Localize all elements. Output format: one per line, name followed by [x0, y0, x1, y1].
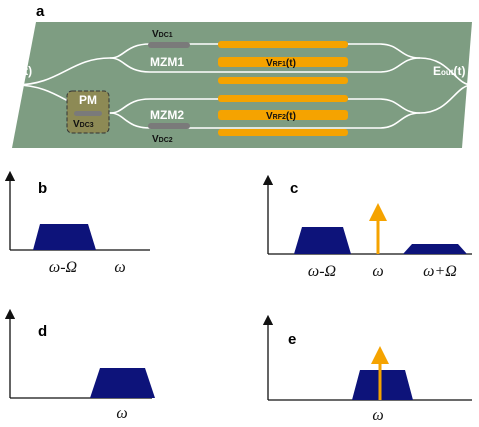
spectrum — [403, 244, 467, 254]
text-part: (t) — [20, 64, 32, 78]
x-label: ω-Ω — [308, 263, 336, 280]
input-label: Ein(t) — [5, 64, 32, 78]
spectrum — [352, 370, 413, 400]
figure: a Ein(t) Eout(t) VDC1 VDC2 VDC3 PM MZM1 … — [0, 0, 479, 427]
spectrum — [294, 227, 351, 254]
x-label: ω+Ω — [423, 263, 457, 280]
mzm2-label: MZM2 — [150, 108, 184, 122]
text-part: E — [5, 64, 13, 78]
text-part: (t) — [453, 64, 465, 78]
pm-electrode — [74, 111, 102, 116]
spectrum — [33, 224, 96, 250]
text-part: out — [441, 68, 454, 77]
spectrum — [90, 368, 155, 398]
text-part: RF2 — [273, 114, 286, 121]
pm-label: PM — [79, 93, 97, 107]
text-part: (t) — [286, 111, 296, 122]
x-label: ω — [372, 263, 383, 280]
mzm1-label: MZM1 — [150, 55, 184, 69]
panel-label: d — [38, 323, 47, 340]
x-label: ω — [372, 407, 383, 424]
text-part: E — [433, 64, 441, 78]
text-part: DC1 — [159, 32, 173, 39]
panel-label: e — [288, 331, 296, 348]
panel-label: a — [36, 3, 45, 20]
text-part: DC2 — [159, 137, 173, 144]
x-label: ω — [116, 405, 127, 422]
x-label: ω — [114, 259, 125, 276]
text-part: RF1 — [273, 61, 286, 68]
text-part: DC3 — [80, 122, 94, 129]
panel-label: c — [290, 180, 298, 197]
panel-label: b — [38, 180, 47, 197]
text-part: (t) — [286, 58, 296, 69]
x-label: ω-Ω — [49, 259, 77, 276]
